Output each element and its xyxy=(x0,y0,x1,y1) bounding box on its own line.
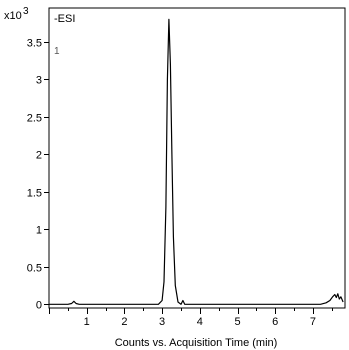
multiplier-label: x10 3 xyxy=(4,6,29,22)
series-line xyxy=(49,18,344,305)
x-tick-label: 2 xyxy=(121,316,127,328)
multiplier-exponent: 3 xyxy=(23,6,29,17)
y-tick-label: 1 xyxy=(36,225,42,237)
y-tick-label: 0.5 xyxy=(27,263,42,275)
x-axis-title: Counts vs. Acquisition Time (min) xyxy=(115,337,278,349)
y-tick-label: 2 xyxy=(36,150,42,162)
multiplier-base: x10 xyxy=(4,10,22,22)
plot-border xyxy=(48,7,346,309)
y-axis: 0 0.5 1 1.5 2 2.5 3 3.5 xyxy=(27,38,49,312)
y-tick-label: 3.5 xyxy=(27,38,42,50)
x-tick-label: 5 xyxy=(234,316,240,328)
x-axis: 1 2 3 4 5 6 7 xyxy=(49,308,333,328)
ion-mode-label: -ESI xyxy=(54,13,75,25)
x-tick-label: 1 xyxy=(84,316,90,328)
x-tick-label: 4 xyxy=(197,316,203,328)
y-tick-label: 0 xyxy=(36,300,42,312)
y-tick-label: 1.5 xyxy=(27,188,42,200)
y-tick-label: 2.5 xyxy=(27,113,42,125)
trace-label: 1 xyxy=(54,46,60,57)
plot-frame xyxy=(48,7,346,309)
x-tick-label: 6 xyxy=(272,316,278,328)
x-tick-label: 3 xyxy=(159,316,165,328)
x-tick-label: 7 xyxy=(310,316,316,328)
y-tick-label: 3 xyxy=(36,75,42,87)
series-layer xyxy=(49,18,344,305)
